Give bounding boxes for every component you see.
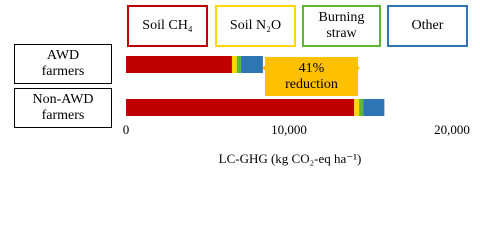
legend-entry: Soil N₂O (215, 5, 296, 47)
x-tick-label: 20,000 (434, 122, 470, 137)
bar-segment (240, 56, 263, 73)
bar-segment (354, 99, 360, 116)
bar-segment (363, 99, 385, 116)
legend-entry: Other (387, 5, 468, 47)
chart-svg: LC-GHG (kg CO₂-eq ha⁻¹) 0 10,000 20,000 (123, 56, 470, 166)
x-axis-label: LC-GHG (kg CO₂-eq ha⁻¹) (219, 151, 362, 166)
legend-entry: Soil CH₄ (127, 5, 208, 47)
bar-segment (126, 99, 355, 116)
category-label: Non-AWD farmers (14, 88, 112, 128)
category-label: AWD farmers (14, 44, 112, 84)
x-tick-label: 10,000 (271, 122, 307, 137)
chart: LC-GHG (kg CO₂-eq ha⁻¹) 0 10,000 20,000 So… (14, 5, 470, 166)
bar-segment (236, 56, 241, 73)
legend-entry: Burning straw (302, 5, 381, 47)
bar-segment (126, 56, 232, 73)
bar-segment (359, 99, 364, 116)
x-tick-label: 0 (123, 122, 130, 137)
bar-segment (231, 56, 237, 73)
annotation: 41% reduction (265, 57, 358, 96)
